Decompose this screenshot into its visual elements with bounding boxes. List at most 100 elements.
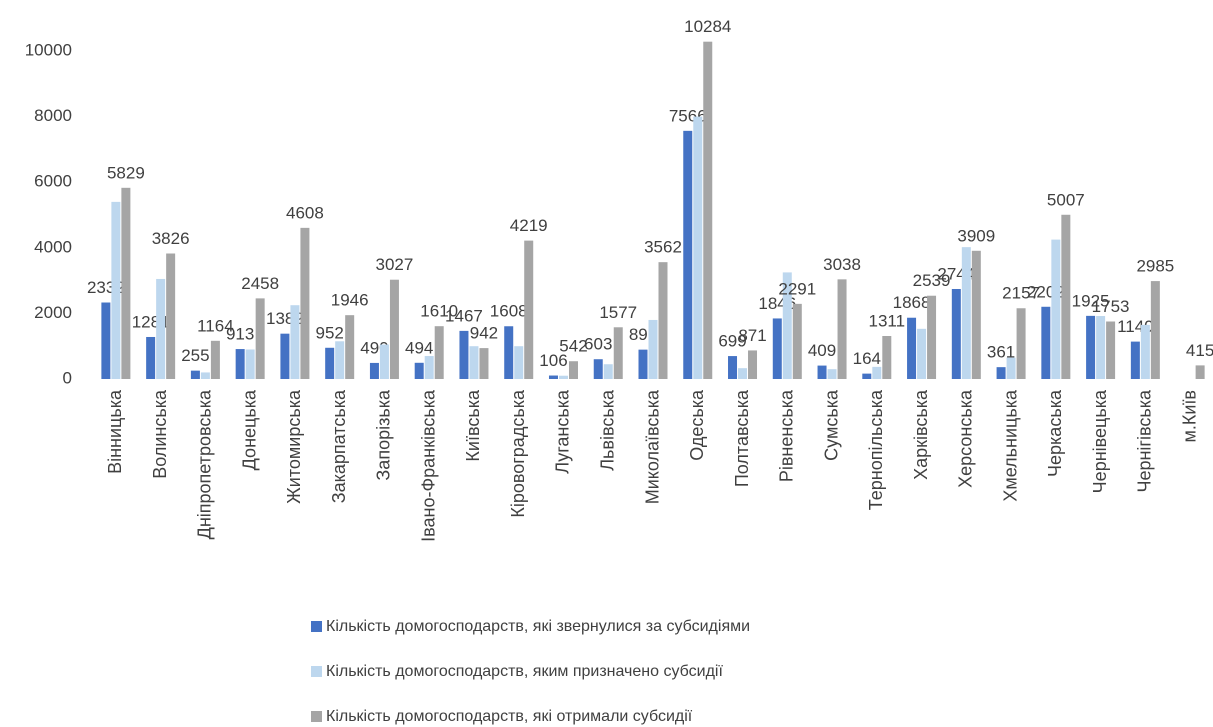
- data-label: 2157: [1002, 284, 1040, 303]
- bar: [917, 328, 927, 379]
- y-tick-label: 10000: [25, 40, 72, 59]
- bar: [782, 272, 792, 379]
- data-label: 361: [987, 343, 1015, 362]
- bar: [290, 305, 300, 379]
- x-tick-label: Чернівецька: [1090, 389, 1110, 493]
- data-label: 1946: [331, 291, 369, 310]
- bar: [121, 187, 131, 379]
- data-label: 2458: [241, 274, 279, 293]
- legend-label: Кількість домогосподарств, які отримали …: [326, 708, 693, 725]
- data-label: 1925: [1072, 291, 1110, 310]
- bar: [504, 326, 514, 379]
- bar: [603, 364, 613, 379]
- bar: [1140, 324, 1150, 379]
- bar: [638, 349, 648, 379]
- data-label: 3027: [376, 255, 414, 274]
- legend-label: Кількість домогосподарств, яким призначе…: [326, 663, 723, 680]
- bar: [280, 333, 290, 379]
- legend-label: Кількість домогосподарств, які звернулис…: [326, 618, 750, 635]
- data-label: 4219: [510, 216, 548, 235]
- data-label: 1311: [869, 311, 906, 330]
- x-tick-label: Житомирська: [284, 389, 304, 504]
- data-label: 494: [405, 338, 433, 357]
- bar: [1195, 365, 1205, 379]
- data-label: 255: [181, 346, 209, 365]
- bar: [1086, 315, 1096, 379]
- data-label: 942: [470, 324, 498, 343]
- x-tick-label: Запорізька: [374, 389, 394, 481]
- bar: [693, 116, 703, 379]
- y-tick-label: 8000: [34, 106, 72, 125]
- y-tick-label: 4000: [34, 237, 72, 256]
- legend-swatch: [311, 666, 322, 677]
- bar: [1051, 239, 1061, 379]
- bar: [1096, 316, 1106, 379]
- data-label: 1610: [420, 302, 458, 321]
- bar: [971, 250, 981, 379]
- bar: [658, 262, 668, 379]
- y-tick-label: 0: [63, 368, 72, 387]
- bar: [111, 201, 121, 379]
- bar: [235, 349, 245, 379]
- bar: [996, 367, 1006, 379]
- bar: [558, 375, 568, 379]
- bar: [1016, 308, 1026, 379]
- x-tick-label: Дніпропетровська: [195, 389, 215, 539]
- bar: [748, 350, 758, 379]
- x-tick-label: Одеська: [687, 389, 707, 461]
- x-tick-label: Донецька: [239, 389, 259, 470]
- bar: [683, 130, 693, 379]
- bar: [300, 227, 310, 379]
- bar: [772, 318, 782, 379]
- x-tick-label: Волинська: [150, 389, 170, 479]
- data-label: 1608: [490, 302, 528, 321]
- data-label: 164: [853, 349, 881, 368]
- bar: [514, 346, 524, 379]
- x-tick-label: Чернігівська: [1135, 389, 1155, 493]
- data-label: 1577: [599, 303, 637, 322]
- bar: [166, 253, 176, 379]
- x-tick-label: Кіровоградська: [508, 389, 528, 518]
- bar: [1061, 214, 1071, 379]
- bar: [907, 317, 917, 379]
- data-label: 3562: [644, 238, 682, 257]
- data-label: 2985: [1136, 257, 1174, 276]
- x-tick-label: Хмельницька: [1000, 389, 1020, 502]
- bar: [156, 278, 166, 379]
- bar: [817, 365, 827, 379]
- bar: [703, 41, 713, 379]
- data-label: 542: [559, 337, 587, 356]
- bar: [862, 373, 872, 379]
- bar: [389, 279, 399, 379]
- bar: [190, 370, 200, 379]
- data-label: 409: [808, 341, 836, 360]
- bar: [568, 361, 578, 379]
- bar: [200, 372, 210, 379]
- data-label: 2539: [913, 271, 951, 290]
- bar: [961, 247, 971, 379]
- bar: [424, 356, 434, 379]
- x-tick-label: м.Київ: [1179, 390, 1199, 442]
- bar: [245, 349, 255, 379]
- bar: [1130, 341, 1140, 379]
- data-label: 415: [1186, 341, 1213, 360]
- data-label: 1753: [1092, 297, 1130, 316]
- bar: [255, 298, 265, 379]
- data-label: 952: [315, 323, 343, 342]
- bar: [469, 346, 479, 379]
- data-label: 2291: [778, 279, 816, 298]
- x-tick-label: Полтавська: [732, 389, 752, 487]
- bar: [548, 375, 558, 379]
- legend-swatch: [311, 711, 322, 722]
- bar: [738, 368, 748, 379]
- data-label: 699: [718, 332, 746, 351]
- x-tick-label: Черкаська: [1045, 389, 1065, 477]
- bar: [479, 348, 489, 379]
- bar: [648, 319, 658, 379]
- bar: [146, 336, 156, 379]
- bar: [414, 362, 424, 379]
- bar: [613, 327, 623, 379]
- data-label: 4608: [286, 203, 324, 222]
- bar: [792, 303, 802, 379]
